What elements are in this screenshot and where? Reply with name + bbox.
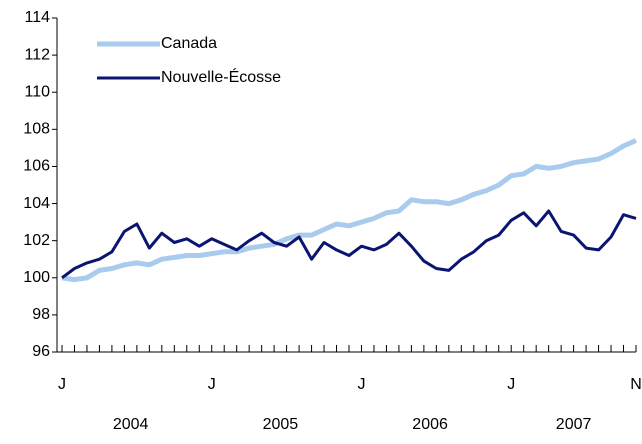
series-line [61, 138, 638, 283]
year-label: 2006 [412, 416, 448, 433]
year-label: 2004 [113, 416, 149, 433]
y-tick-label: 98 [32, 306, 50, 323]
y-tick-label: 110 [24, 83, 50, 100]
y-tick-label: 102 [23, 232, 50, 249]
x-tick-label: J [58, 376, 66, 393]
y-tick-label: 108 [23, 121, 50, 138]
y-tick-label: 112 [24, 46, 50, 63]
x-tick-label: J [357, 376, 365, 393]
x-tick-label: J [208, 376, 216, 393]
legend-label: Canada [161, 35, 217, 52]
y-tick-label: 96 [32, 343, 50, 360]
x-tick-label: J [507, 376, 515, 393]
y-tick-label: 100 [23, 269, 50, 286]
legend-label: Nouvelle-Écosse [161, 67, 281, 86]
series-line [61, 209, 637, 280]
y-tick-label: 104 [23, 195, 50, 212]
x-tick-label: N [630, 376, 642, 393]
y-tick-label: 106 [23, 158, 50, 175]
year-label: 2007 [556, 416, 592, 433]
year-label: 2005 [263, 416, 299, 433]
y-tick-label: 114 [24, 9, 50, 26]
